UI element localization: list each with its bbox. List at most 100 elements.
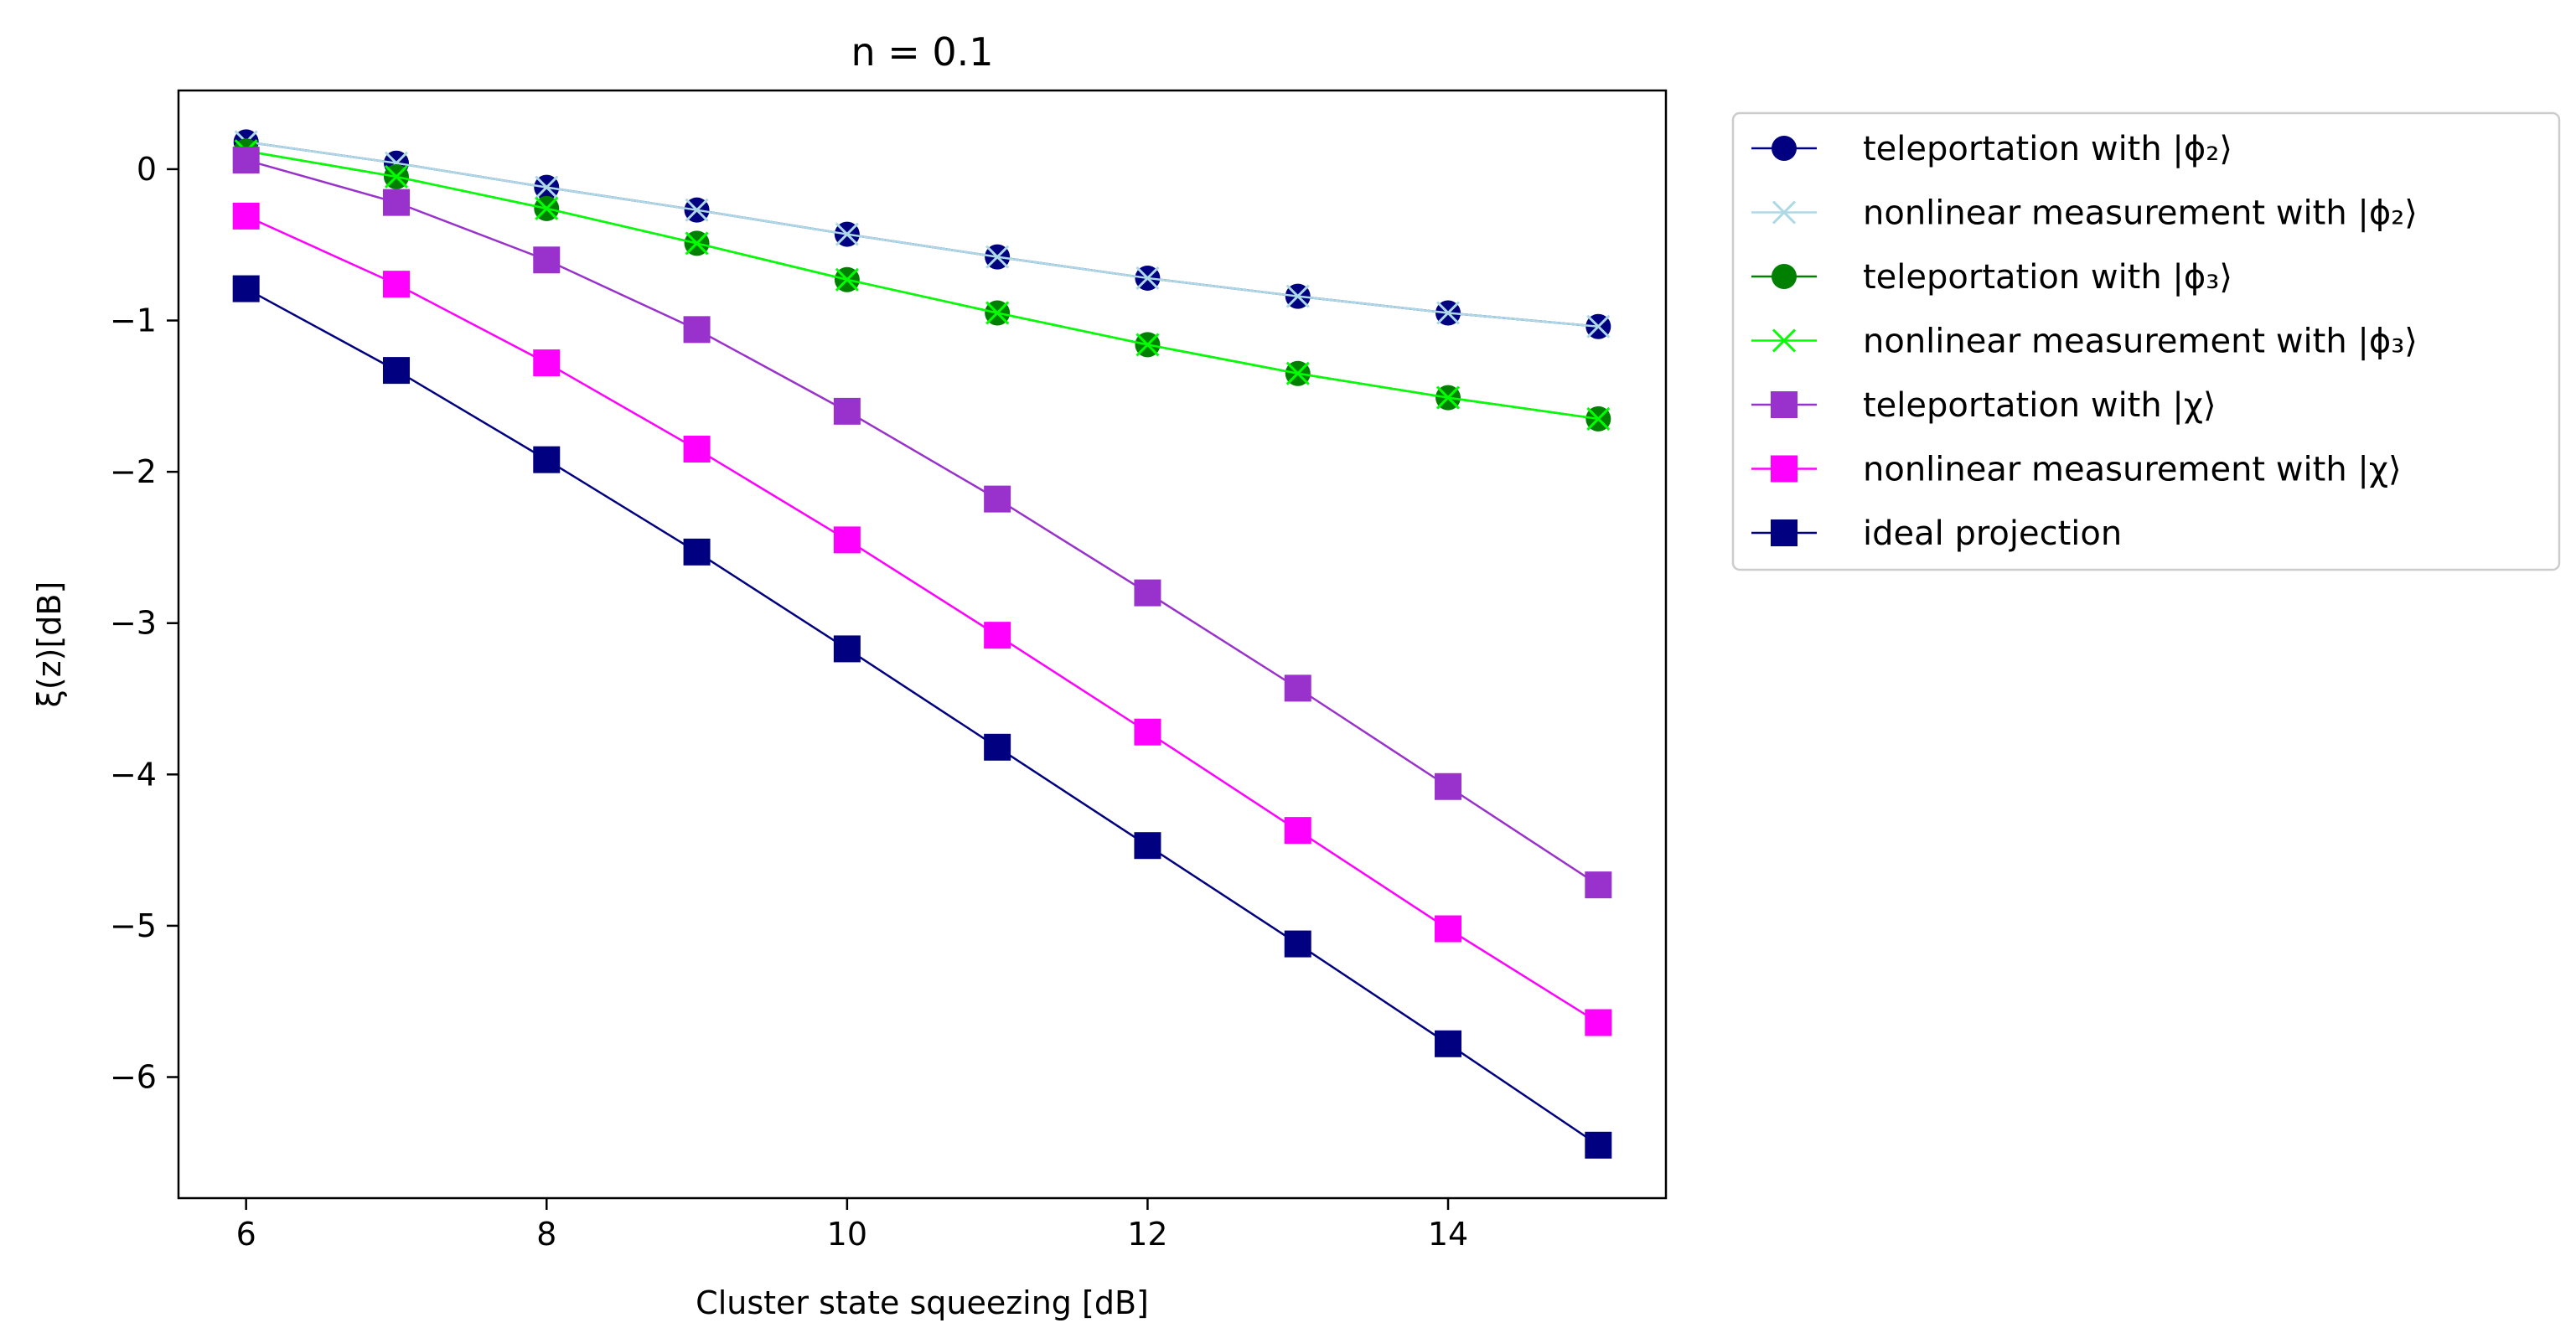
legend-label: nonlinear measurement with |ϕ₂⟩ — [1863, 194, 2418, 233]
legend-point — [1772, 136, 1797, 161]
y-tick-label: −5 — [110, 907, 157, 944]
legend-point — [1772, 200, 1797, 225]
series-4-point — [1135, 333, 1160, 357]
series-7-point — [533, 446, 561, 473]
x-tick-label: 14 — [1428, 1216, 1468, 1253]
series-2-point — [1435, 301, 1461, 325]
series-7-point — [1585, 1131, 1612, 1159]
series-3 — [233, 138, 1611, 431]
series-5-point — [1284, 674, 1311, 702]
series-5-point — [533, 246, 561, 274]
series-4-point — [535, 196, 559, 220]
series-6-point — [833, 526, 861, 554]
series-4-point — [835, 267, 859, 292]
series-5-line — [246, 158, 1600, 886]
y-tick-label: 0 — [137, 151, 157, 188]
x-tick-label: 6 — [236, 1216, 256, 1253]
series-4-point — [384, 164, 409, 189]
x-axis: 6 8 10 12 14 — [236, 1198, 1468, 1253]
y-tick-label: −1 — [110, 302, 157, 339]
chart-title: n = 0.1 — [851, 29, 993, 75]
legend-point — [1772, 264, 1797, 289]
series-6-point — [683, 436, 711, 463]
series-4-point — [685, 231, 709, 256]
series-4 — [234, 139, 1611, 431]
series-5-point — [833, 397, 861, 425]
series-2-point — [985, 245, 1010, 269]
series-2-line — [246, 141, 1599, 328]
legend-item: teleportation with |χ⟩ — [1751, 386, 2216, 425]
legend-label: nonlinear measurement with |ϕ₃⟩ — [1863, 323, 2418, 361]
legend-label: teleportation with |ϕ₂⟩ — [1863, 130, 2232, 168]
series-6-point — [1435, 915, 1462, 943]
y-tick-label: −3 — [110, 605, 157, 642]
series-7-line — [246, 287, 1600, 1146]
y-tick-label: −4 — [110, 756, 157, 793]
legend-box — [1731, 111, 2561, 571]
legend-point — [1771, 519, 1798, 546]
y-axis-label: ξ(z)[dB] — [31, 581, 68, 708]
series-5-point — [382, 189, 410, 216]
series-3-line — [246, 150, 1599, 421]
series-5-point — [1134, 579, 1161, 607]
series-2 — [234, 130, 1611, 338]
series-5-point — [1585, 871, 1612, 899]
series-6 — [232, 202, 1612, 1036]
series-6-point — [1585, 1009, 1612, 1036]
series-1-line — [246, 141, 1599, 328]
series-4-point — [985, 301, 1010, 325]
series-7-point — [833, 635, 861, 663]
series-7-point — [1134, 832, 1161, 860]
plot-frame — [177, 89, 1668, 1200]
series-7-point — [1284, 930, 1311, 958]
series-6-point — [382, 271, 410, 298]
series-7-point — [1435, 1030, 1462, 1057]
x-tick-label: 12 — [1127, 1216, 1167, 1253]
x-tick-label: 10 — [827, 1216, 867, 1253]
series-6-point — [232, 202, 260, 230]
legend-item: ideal projection — [1751, 514, 2122, 553]
series-5 — [232, 147, 1612, 899]
legend-item: teleportation with |ϕ₃⟩ — [1751, 258, 2232, 297]
series-4-point — [1285, 361, 1310, 385]
series-2-point — [835, 222, 859, 246]
series-6-point — [984, 622, 1011, 649]
legend-label: ideal projection — [1863, 514, 2122, 553]
legend: teleportation with |ϕ₂⟩ nonlinear measure… — [1731, 111, 2561, 571]
series-2-point — [1586, 314, 1611, 338]
legend-label: teleportation with |χ⟩ — [1863, 386, 2216, 425]
legend-label: nonlinear measurement with |χ⟩ — [1863, 451, 2402, 489]
series-2-point — [685, 198, 709, 222]
y-axis: 0 −1 −2 −3 −4 −5 −6 — [110, 151, 178, 1096]
plot-area — [232, 129, 1612, 1159]
series-7-point — [232, 275, 260, 302]
legend-item: nonlinear measurement with |ϕ₂⟩ — [1751, 194, 2418, 233]
legend-point — [1771, 391, 1798, 418]
y-tick-label: −2 — [110, 453, 157, 490]
series-2-point — [1135, 266, 1160, 291]
series-2-point — [1285, 284, 1310, 308]
series-4-point — [1586, 406, 1611, 431]
x-tick-label: 8 — [536, 1216, 556, 1253]
series-5-point — [683, 316, 711, 344]
series-6-point — [1134, 718, 1161, 746]
x-axis-label: Cluster state squeezing [dB] — [696, 1284, 1149, 1321]
legend-item: nonlinear measurement with |χ⟩ — [1751, 451, 2402, 489]
series-7-point — [382, 357, 410, 385]
series-6-point — [533, 349, 561, 377]
series-4-point — [1435, 385, 1461, 410]
series-6-line — [246, 214, 1599, 1024]
series-5-point — [232, 147, 260, 174]
y-tick-label: −6 — [110, 1059, 157, 1096]
legend-point — [1771, 455, 1798, 483]
legend-point — [1772, 328, 1797, 353]
series-7-point — [683, 538, 711, 566]
legend-label: teleportation with |ϕ₃⟩ — [1863, 258, 2232, 297]
legend-item: nonlinear measurement with |ϕ₃⟩ — [1751, 323, 2418, 361]
series-4-line — [246, 150, 1599, 421]
series-7-point — [984, 733, 1011, 761]
series-7 — [232, 275, 1612, 1159]
series-2-point — [535, 175, 559, 199]
series-5-point — [984, 485, 1011, 513]
